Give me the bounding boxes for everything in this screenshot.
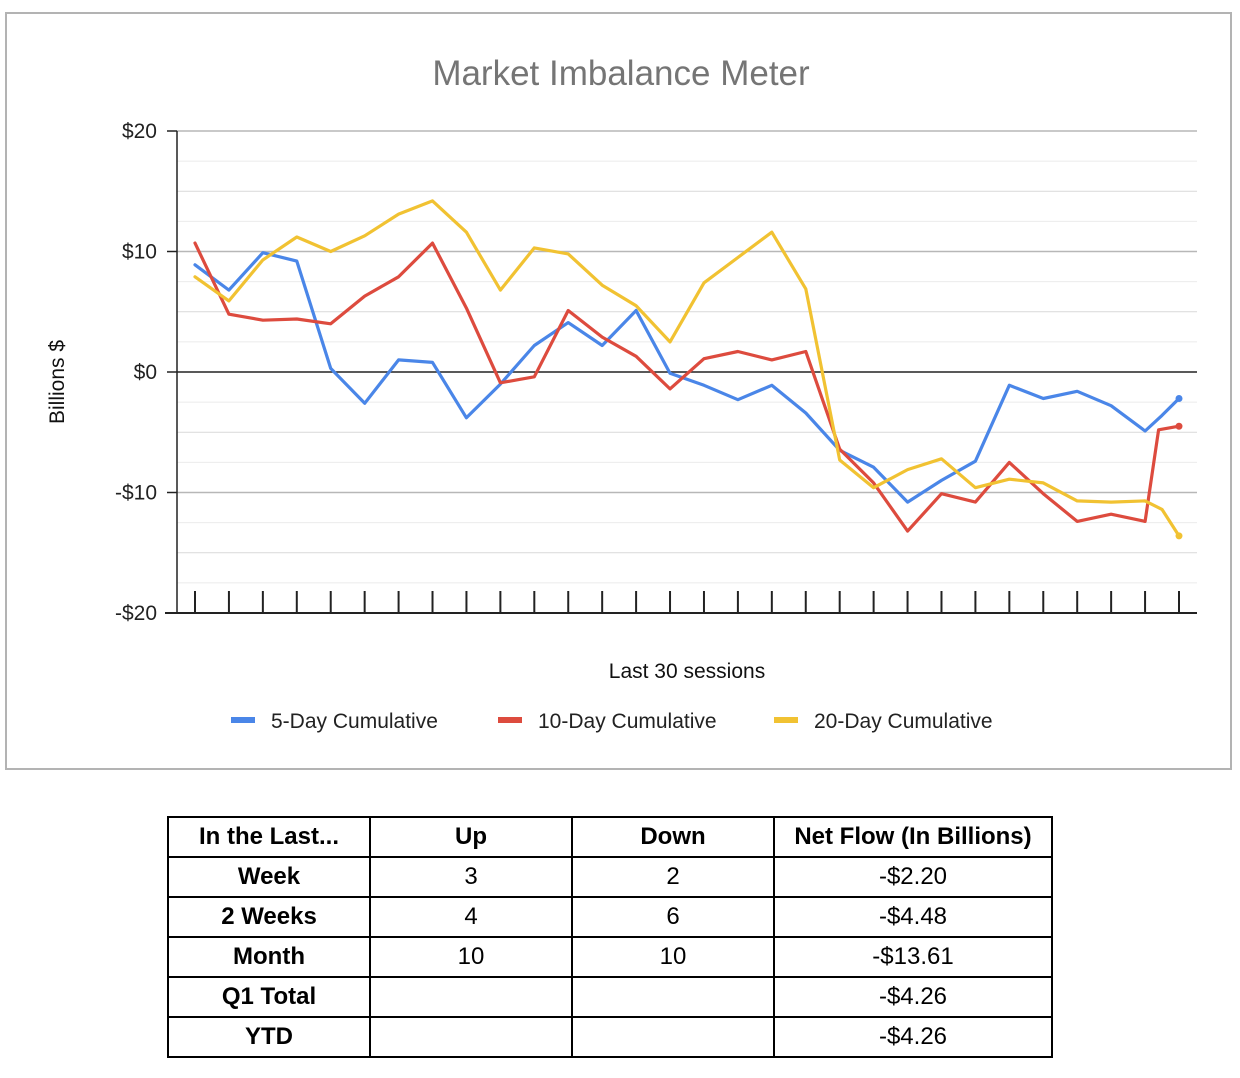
series-line-1 (193, 251, 1181, 504)
y-tick-label: $0 (134, 361, 157, 384)
summary-table: In the Last... Up Down Net Flow (In Bill… (167, 816, 1053, 1058)
net-flow-cell: -$4.26 (773, 976, 1053, 1018)
legend-label: 5-Day Cumulative (271, 710, 438, 733)
net-flow-cell: -$4.26 (773, 1016, 1053, 1058)
y-tick-label: -$20 (115, 602, 157, 625)
legend-swatch (498, 717, 522, 723)
series-lines (193, 199, 1183, 540)
chart-container: Market Imbalance Meter $20 $10 $0 -$10 -$20 … (5, 12, 1232, 770)
net-flow-cell: -$13.61 (773, 936, 1053, 978)
legend-swatch (774, 717, 798, 723)
table-row: Week 3 2 -$2.20 (167, 856, 1053, 898)
table-row: 2 Weeks 4 6 -$4.48 (167, 896, 1053, 938)
legend: 5-Day Cumulative 10-Day Cumulative 20-Day … (231, 710, 993, 733)
up-cell: 4 (369, 896, 573, 938)
up-cell: 10 (369, 936, 573, 978)
up-cell: 3 (369, 856, 573, 898)
row-label: Month (167, 936, 371, 978)
down-cell: 10 (571, 936, 775, 978)
row-label: 2 Weeks (167, 896, 371, 938)
table-header-cell: Down (571, 816, 775, 858)
net-flow-cell: -$2.20 (773, 856, 1053, 898)
y-tick-label: $10 (122, 241, 157, 264)
down-cell: 2 (571, 856, 775, 898)
legend-label: 20-Day Cumulative (814, 710, 993, 733)
table-header-row: In the Last... Up Down Net Flow (In Bill… (167, 816, 1053, 858)
table-row: YTD -$4.26 (167, 1016, 1053, 1058)
series-end-point (1175, 395, 1183, 403)
series-line-2 (193, 241, 1181, 533)
table-row: Month 10 10 -$13.61 (167, 936, 1053, 978)
y-axis-label: Billions $ (46, 340, 69, 424)
x-axis-label: Last 30 sessions (609, 660, 765, 683)
gridlines (177, 130, 1197, 584)
up-cell (369, 976, 573, 1018)
series-end-point (1175, 422, 1183, 430)
row-label: YTD (167, 1016, 371, 1058)
table-row: Q1 Total -$4.26 (167, 976, 1053, 1018)
row-label: Week (167, 856, 371, 898)
axes: $20 $10 $0 -$10 -$20 (115, 120, 1197, 625)
y-tick-label: -$10 (115, 482, 157, 505)
down-cell (571, 1016, 775, 1058)
down-cell (571, 976, 775, 1018)
y-tick-label: $20 (122, 120, 157, 143)
chart-title: Market Imbalance Meter (432, 54, 810, 93)
legend-swatch (231, 717, 255, 723)
table-header-cell: Up (369, 816, 573, 858)
down-cell: 6 (571, 896, 775, 938)
legend-label: 10-Day Cumulative (538, 710, 717, 733)
table-header-cell: In the Last... (167, 816, 371, 858)
up-cell (369, 1016, 573, 1058)
table-header-cell: Net Flow (In Billions) (773, 816, 1053, 858)
series-end-point (1175, 532, 1183, 540)
row-label: Q1 Total (167, 976, 371, 1018)
line-chart: Market Imbalance Meter $20$10$0-$10-$20 … (46, 54, 1197, 733)
net-flow-cell: -$4.48 (773, 896, 1053, 938)
